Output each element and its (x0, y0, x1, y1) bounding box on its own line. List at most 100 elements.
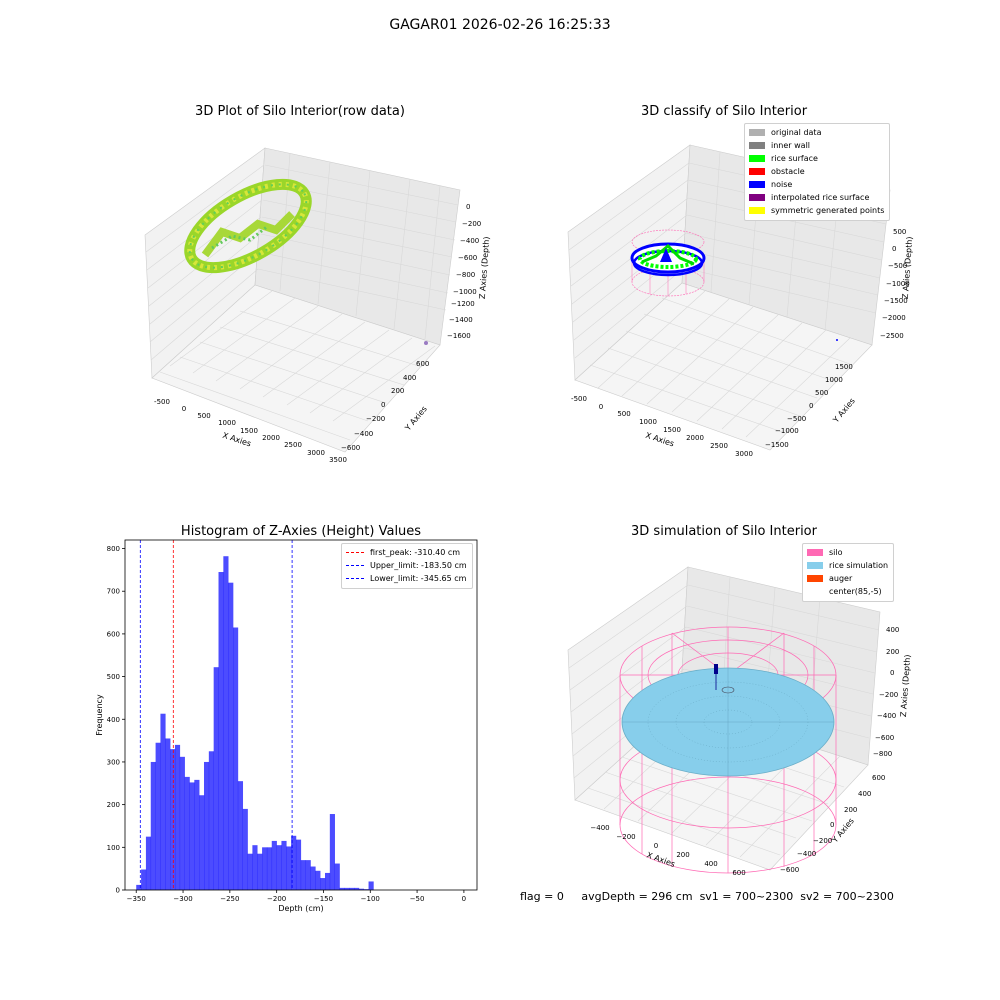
legend-label: symmetric generated points (771, 206, 885, 215)
histogram-bar (363, 889, 369, 890)
raw-3d-plot: -500 0 500 1000 1500 2000 2500 3000 3500… (144, 147, 491, 464)
legend-entry: interpolated rice surface (749, 191, 884, 204)
x-tick-label: −250 (220, 895, 239, 903)
legend-entry: inner wall (749, 139, 884, 152)
x-tick-label: 0 (462, 895, 466, 903)
classify-ztick: −2000 (882, 314, 906, 322)
simulation-ztick: −600 (875, 734, 894, 742)
histogram-bar (194, 779, 200, 890)
classify-ztick: −500 (888, 262, 907, 270)
raw-xtick: 2500 (284, 441, 302, 449)
raw-ytick: 400 (403, 374, 416, 382)
histogram-bar (155, 742, 161, 890)
classify-ytick: 0 (809, 402, 813, 410)
histogram-bar (203, 761, 210, 890)
histogram-bar (223, 556, 229, 890)
legend-swatch (749, 194, 765, 201)
classify-ytick: −1500 (765, 441, 789, 449)
histogram-bar (281, 840, 287, 890)
legend-label: silo (829, 548, 843, 557)
y-tick-label: 800 (107, 545, 120, 553)
legend-swatch (749, 155, 765, 162)
raw-ztick: −1600 (447, 332, 471, 340)
legend-swatch (807, 588, 823, 595)
simulation-ytick: 400 (858, 790, 871, 798)
legend-entry: first_peak: -310.40 cm (346, 546, 467, 559)
flag-text: flag = 0 (520, 890, 564, 903)
classify-xtick: 1500 (663, 426, 681, 434)
legend-swatch (749, 181, 765, 188)
classify-plot-title: 3D classify of Silo Interior (640, 104, 808, 119)
histogram-bar (358, 888, 365, 890)
simulation-xtick: 400 (704, 860, 717, 868)
status-line: flag = 0 avgDepth = 296 cm sv1 = 700~230… (520, 890, 894, 903)
classify-xtick: 3000 (735, 450, 753, 458)
legend-line-swatch (346, 578, 364, 579)
legend-label: inner wall (771, 141, 811, 150)
histogram-bar (295, 839, 302, 890)
legend-entry: silo (807, 546, 888, 559)
legend-swatch (749, 129, 765, 136)
legend-entry: symmetric generated points (749, 204, 884, 217)
simulation-3d-plot: −400 −200 0 200 400 600 X Axies 600 400 … (567, 566, 912, 877)
raw-ztick: −1400 (449, 316, 473, 324)
rice-surface (621, 664, 835, 777)
histogram-bar (213, 667, 219, 890)
sv1-text: sv1 = 700~2300 (699, 890, 794, 903)
classify-zlabel: Z Axies (Depth) (901, 236, 914, 299)
simulation-ytick: −200 (813, 837, 832, 845)
histogram-bar (218, 572, 224, 890)
legend-swatch (807, 562, 823, 569)
x-tick-label: −50 (410, 895, 425, 903)
raw-ztick: −400 (460, 237, 479, 245)
raw-ztick: −200 (462, 220, 481, 228)
simulation-xtick: 200 (676, 851, 689, 859)
histogram-bar (266, 847, 273, 890)
legend-swatch (807, 549, 823, 556)
y-tick-label: 700 (107, 588, 120, 596)
simulation-ytick: 0 (830, 821, 834, 829)
histogram-bar (179, 756, 185, 890)
histogram-bar (141, 869, 147, 890)
classify-xtick: 2000 (686, 434, 704, 442)
y-tick-label: 500 (107, 673, 120, 681)
raw-ztick: −1200 (451, 300, 475, 308)
legend-label: rice simulation (829, 561, 889, 570)
legend-swatch (749, 142, 765, 149)
legend-swatch (807, 575, 823, 582)
simulation-xtick: 0 (654, 842, 658, 850)
histogram-bar (286, 846, 292, 890)
histogram-bar (291, 835, 297, 890)
classify-ztick: −1000 (886, 280, 910, 288)
simulation-xtick: −200 (616, 833, 635, 841)
raw-xtick: 2000 (262, 434, 280, 442)
y-tick-label: 600 (107, 630, 120, 638)
legend-label: auger (829, 574, 853, 583)
legend-label: Lower_limit: -345.65 cm (370, 574, 467, 583)
histogram-chart: −350 −300 −250 −200 −150 −100 −50 0 0 100 200 300 40… (95, 539, 478, 913)
raw-ztick: 0 (466, 203, 470, 211)
legend-label: Upper_limit: -183.50 cm (370, 561, 467, 570)
raw-xtick: 0 (182, 405, 186, 413)
histogram-frame (124, 539, 478, 891)
histogram-bar (160, 713, 166, 890)
y-tick-label: 300 (107, 758, 120, 766)
histogram-bar (189, 782, 195, 890)
raw-ztick: −600 (458, 254, 477, 262)
histogram-bar (320, 878, 326, 890)
classify-ytick: 1000 (825, 376, 843, 384)
simulation-xtick: −400 (590, 824, 609, 832)
y-tick-label: 400 (107, 716, 120, 724)
legend-label: interpolated rice surface (771, 193, 870, 202)
histogram-title: Histogram of Z-Axies (Height) Values (180, 524, 422, 539)
histogram-bar (208, 751, 214, 890)
y-tick-label: 0 (116, 887, 120, 895)
raw-xtick: 3000 (307, 449, 325, 457)
simulation-legend: silo rice simulation auger center(85,-5) (802, 543, 895, 602)
histogram-bar (145, 836, 152, 890)
legend-entry: rice simulation (807, 559, 888, 572)
histogram-bar (305, 860, 311, 890)
simulation-ytick: 600 (872, 774, 885, 782)
histogram-bar (184, 776, 190, 890)
classify-ztick: −2500 (880, 332, 904, 340)
